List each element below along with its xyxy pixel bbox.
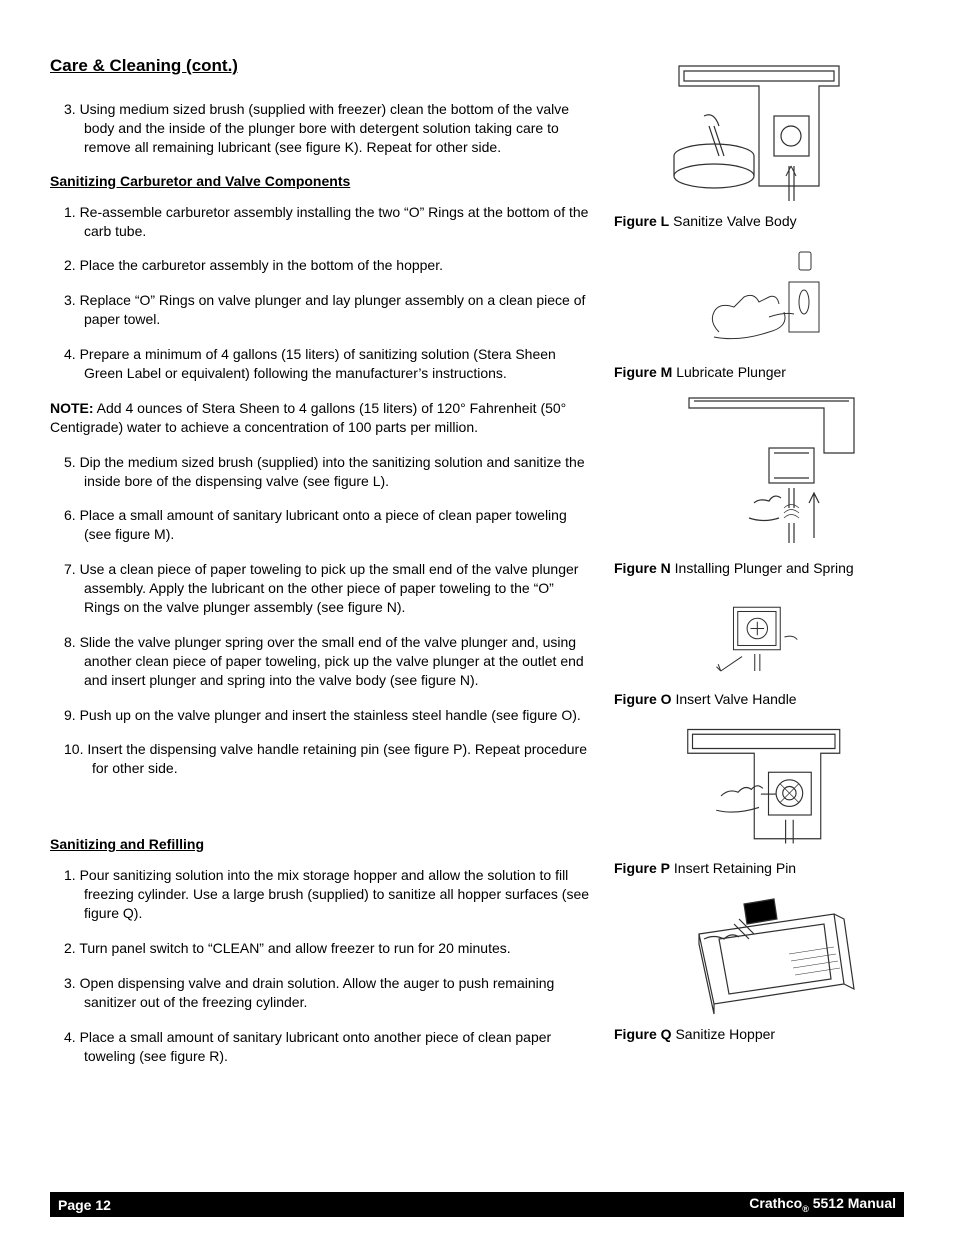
figure-label: Figure Q <box>614 1026 672 1042</box>
list-item: 5. Dip the medium sized brush (supplied)… <box>64 453 590 491</box>
figure-caption: Figure N Installing Plunger and Spring <box>614 559 904 577</box>
note-text: Add 4 ounces of Stera Sheen to 4 gallons… <box>50 400 566 435</box>
list-item: 2. Place the carburetor assembly in the … <box>64 256 590 275</box>
figure-n-image <box>614 393 904 553</box>
list-item: 3. Using medium sized brush (supplied wi… <box>64 100 590 157</box>
footer-right: Crathco® 5512 Manual <box>749 1195 896 1214</box>
figure-block-p: Figure P Insert Retaining Pin <box>614 720 904 877</box>
figure-block-o: Figure O Insert Valve Handle <box>614 590 904 708</box>
list-item: 6. Place a small amount of sanitary lubr… <box>64 506 590 544</box>
list-item: 3. Open dispensing valve and drain solut… <box>64 974 590 1012</box>
figure-label: Figure M <box>614 364 672 380</box>
list-item: 4. Place a small amount of sanitary lubr… <box>64 1028 590 1066</box>
note-paragraph: NOTE: Add 4 ounces of Stera Sheen to 4 g… <box>50 399 590 437</box>
list-item: 1. Pour sanitizing solution into the mix… <box>64 866 590 923</box>
list-item: 2. Turn panel switch to “CLEAN” and allo… <box>64 939 590 958</box>
figure-label: Figure P <box>614 860 670 876</box>
figure-text: Sanitize Valve Body <box>669 213 796 229</box>
figure-p-image <box>614 720 904 853</box>
figure-m-image <box>614 242 904 357</box>
figure-block-n: Figure N Installing Plunger and Spring <box>614 393 904 577</box>
list-item: 7. Use a clean piece of paper toweling t… <box>64 560 590 617</box>
figure-text: Sanitize Hopper <box>672 1026 776 1042</box>
figure-caption: Figure O Insert Valve Handle <box>614 690 904 708</box>
figure-text: Lubricate Plunger <box>672 364 786 380</box>
figure-label: Figure L <box>614 213 669 229</box>
figure-q-image <box>614 889 904 1019</box>
figure-l-image <box>614 56 904 206</box>
list-item: 8. Slide the valve plunger spring over t… <box>64 633 590 690</box>
figure-label: Figure O <box>614 691 672 707</box>
figure-block-m: Figure M Lubricate Plunger <box>614 242 904 381</box>
figure-text: Installing Plunger and Spring <box>671 560 854 576</box>
list-item: 4. Prepare a minimum of 4 gallons (15 li… <box>64 345 590 383</box>
content-wrap: Care & Cleaning (cont.) 3. Using medium … <box>50 56 904 1081</box>
note-label: NOTE: <box>50 400 94 416</box>
list-item: 1. Re-assemble carburetor assembly insta… <box>64 203 590 241</box>
footer-left: Page 12 <box>58 1197 111 1213</box>
section-heading: Sanitizing and Refilling <box>50 836 590 852</box>
figure-caption: Figure M Lubricate Plunger <box>614 363 904 381</box>
main-column: Care & Cleaning (cont.) 3. Using medium … <box>50 56 590 1081</box>
figure-o-image <box>614 590 904 684</box>
figure-label: Figure N <box>614 560 671 576</box>
figure-text: Insert Retaining Pin <box>670 860 796 876</box>
list-item: 9. Push up on the valve plunger and inse… <box>64 706 590 725</box>
figure-text: Insert Valve Handle <box>672 691 797 707</box>
page: Care & Cleaning (cont.) 3. Using medium … <box>0 0 954 1235</box>
figure-block-l: Figure L Sanitize Valve Body <box>614 56 904 230</box>
figure-caption: Figure Q Sanitize Hopper <box>614 1025 904 1043</box>
figure-caption: Figure P Insert Retaining Pin <box>614 859 904 877</box>
spacer <box>50 794 590 822</box>
page-title: Care & Cleaning (cont.) <box>50 56 590 76</box>
section-heading: Sanitizing Carburetor and Valve Componen… <box>50 173 590 189</box>
figure-caption: Figure L Sanitize Valve Body <box>614 212 904 230</box>
list-item: 10. Insert the dispensing valve handle r… <box>64 740 590 778</box>
figure-block-q: Figure Q Sanitize Hopper <box>614 889 904 1043</box>
page-footer: Page 12 Crathco® 5512 Manual <box>50 1192 904 1217</box>
list-item: 3. Replace “O” Rings on valve plunger an… <box>64 291 590 329</box>
figure-column: Figure L Sanitize Valve Body Figure M Lu… <box>614 56 904 1081</box>
